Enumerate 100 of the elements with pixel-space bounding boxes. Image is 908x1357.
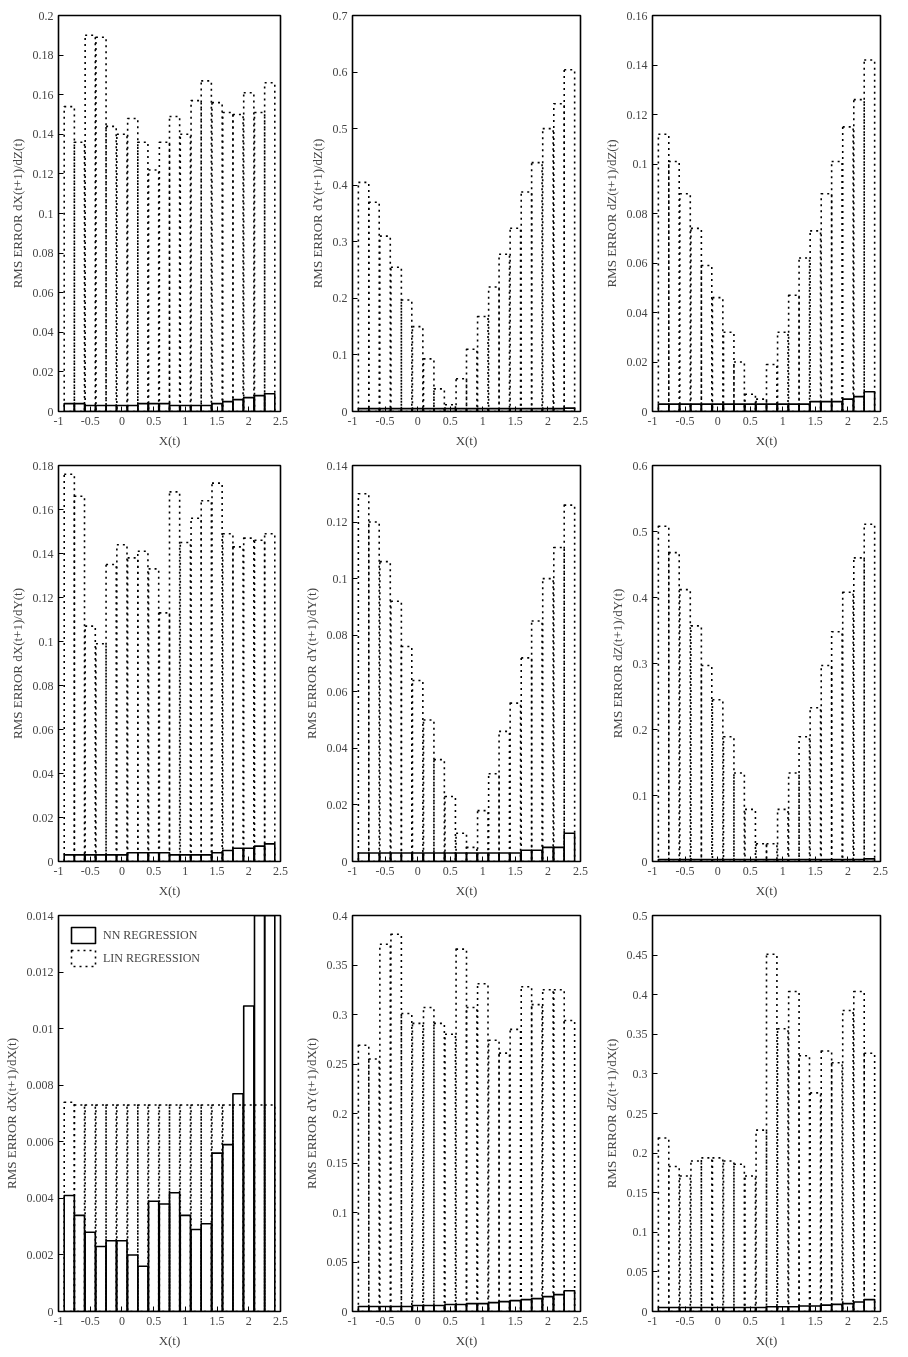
y-axis-title: RMS ERROR dY(t+1)/dZ(t): [309, 138, 325, 289]
x-tick-label: 0: [714, 413, 721, 428]
x-tick-label: 1: [182, 863, 189, 878]
y-tick-label: 0.06: [626, 256, 648, 270]
x-axis-title: X(t): [755, 432, 778, 448]
x-tick-label: -0.5: [675, 1313, 695, 1328]
x-tick-label: -1: [647, 1313, 658, 1328]
y-tick-label: 0.04: [326, 741, 348, 756]
x-tick-label: 2: [245, 413, 252, 428]
x-tick-label: 0: [118, 863, 125, 878]
x-tick-label: 1: [779, 1313, 786, 1328]
y-tick-label: 0.12: [32, 166, 54, 181]
x-tick-label: -0.5: [375, 413, 395, 428]
y-tick-label: 0.1: [332, 571, 348, 586]
x-tick-label: 2: [544, 863, 551, 878]
x-tick-label: 1.5: [507, 413, 523, 428]
y-tick-label: 0.12: [32, 590, 54, 605]
x-tick-label: -0.5: [80, 413, 100, 428]
y-tick-label: 0.14: [326, 458, 348, 473]
x-tick-label: -0.5: [675, 863, 695, 878]
y-tick-label: 0.04: [626, 305, 648, 320]
y-tick-label: 0.008: [26, 1078, 54, 1093]
x-tick-label: 2: [245, 863, 252, 878]
y-tick-label: 0.2: [332, 1106, 348, 1121]
y-axis-title: RMS ERROR dY(t+1)/dX(t): [303, 1037, 319, 1190]
x-tick-label: 2.5: [273, 1313, 288, 1328]
y-tick-label: 0.1: [632, 157, 648, 171]
x-tick-label: 2.5: [873, 1313, 888, 1328]
y-tick-label: 0.02: [32, 364, 54, 379]
x-tick-label: 2.5: [873, 863, 888, 878]
x-tick-label: 0.5: [442, 413, 458, 428]
x-tick-label: -0.5: [375, 1313, 395, 1328]
y-tick-label: 0.4: [332, 908, 348, 923]
y-tick-label: 0.15: [326, 1156, 348, 1170]
x-tick-label: 2.5: [573, 1313, 588, 1328]
x-axis-title: X(t): [158, 1332, 181, 1348]
x-tick-label: 0.5: [442, 1313, 458, 1328]
x-tick-label: 1: [182, 1313, 189, 1328]
x-tick-label: -0.5: [80, 1313, 100, 1328]
y-tick-label: 0.006: [26, 1134, 54, 1149]
y-tick-label: 0.2: [632, 722, 648, 737]
y-tick-label: 0.35: [326, 958, 348, 972]
y-tick-label: 0.012: [26, 965, 54, 980]
x-tick-label: -1: [347, 1313, 358, 1328]
y-tick-label: 0.16: [32, 87, 54, 102]
y-tick-label: 0.08: [626, 206, 648, 221]
x-tick-label: 2: [245, 1313, 252, 1328]
x-tick-label: 2: [844, 413, 851, 428]
y-tick-label: 0.2: [632, 1146, 648, 1161]
x-tick-label: -0.5: [675, 413, 695, 428]
y-tick-label: 0.4: [632, 987, 648, 1002]
x-tick-label: -1: [647, 863, 658, 878]
y-tick-label: 0.6: [332, 65, 348, 80]
y-tick-label: 0.18: [32, 458, 54, 473]
y-tick-label: 0.08: [32, 246, 54, 261]
x-tick-label: -0.5: [375, 863, 395, 878]
x-tick-label: 2: [544, 1313, 551, 1328]
y-tick-label: 0.5: [632, 524, 648, 539]
x-tick-label: 2.5: [573, 863, 588, 878]
x-tick-label: -1: [347, 413, 358, 428]
x-tick-label: 0: [414, 413, 421, 428]
y-tick-label: 0.1: [332, 1205, 348, 1220]
x-tick-label: 0.5: [742, 413, 758, 428]
y-tick-label: 0.04: [32, 766, 54, 781]
y-tick-label: 0.6: [632, 458, 648, 473]
y-tick-label: 0.25: [626, 1106, 648, 1121]
y-tick-label: 0.3: [332, 1007, 348, 1022]
y-tick-label: 0.1: [632, 788, 648, 803]
y-tick-label: 0.1: [332, 347, 348, 362]
x-tick-label: 0: [118, 413, 125, 428]
x-tick-label: -1: [53, 413, 64, 428]
x-tick-label: 0: [118, 1313, 125, 1328]
y-tick-label: 0.7: [332, 8, 348, 23]
y-tick-label: 0.08: [326, 628, 348, 643]
y-tick-label: 0.5: [332, 121, 348, 136]
x-tick-label: 0.5: [742, 1313, 758, 1328]
x-tick-label: 1.5: [209, 1313, 225, 1328]
y-tick-label: 0.1: [38, 634, 54, 649]
y-tick-label: 0.06: [32, 285, 54, 300]
y-axis-title: RMS ERROR dZ(t+1)/dZ(t): [603, 139, 619, 288]
x-tick-label: 1: [479, 863, 486, 878]
y-tick-label: 0.06: [326, 684, 348, 699]
x-tick-label: 2: [544, 413, 551, 428]
y-tick-label: 0.4: [632, 590, 648, 605]
y-tick-label: 0.014: [26, 908, 54, 923]
x-tick-label: 0: [714, 863, 721, 878]
y-axis-title: RMS ERROR dZ(t+1)/dX(t): [603, 1038, 619, 1189]
x-tick-label: 2.5: [573, 413, 588, 428]
x-tick-label: 1: [779, 413, 786, 428]
x-tick-label: 1.5: [209, 413, 225, 428]
y-tick-label: 0.06: [32, 722, 54, 737]
y-tick-label: 0.25: [326, 1057, 348, 1071]
legend-label: NN REGRESSION: [103, 927, 198, 943]
x-tick-label: -1: [53, 863, 64, 878]
y-axis-title: RMS ERROR dY(t+1)/dY(t): [303, 587, 319, 740]
y-tick-label: 0.1: [38, 206, 54, 221]
x-tick-label: 2.5: [273, 413, 288, 428]
x-tick-label: 0.5: [146, 413, 162, 428]
y-tick-label: 0.002: [26, 1247, 54, 1262]
y-tick-label: 0.02: [626, 355, 648, 369]
